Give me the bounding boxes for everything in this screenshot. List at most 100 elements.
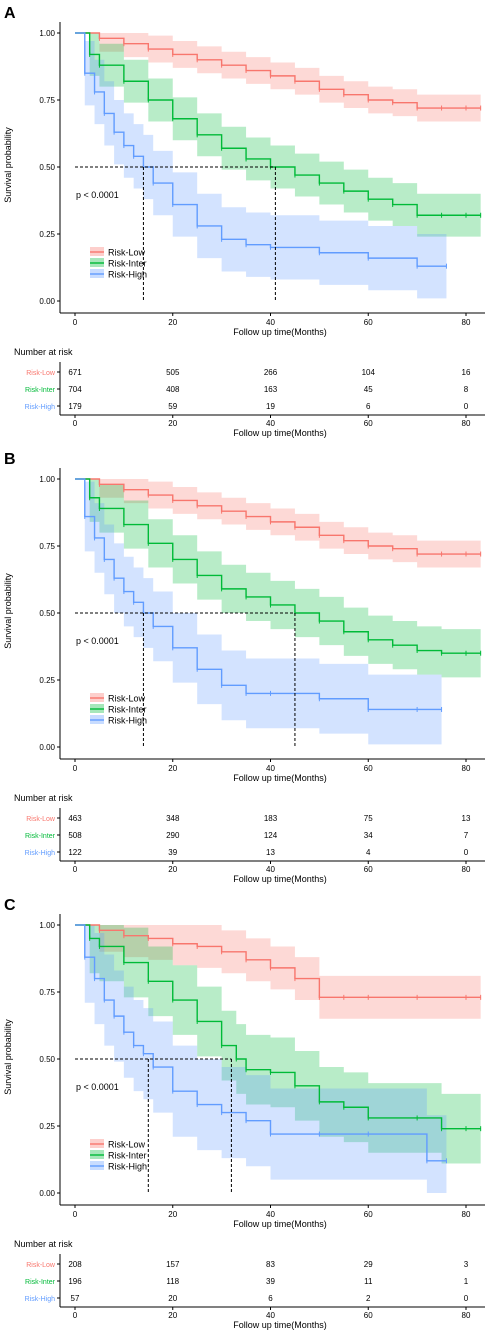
x-tick-label: 80 (462, 1210, 471, 1219)
risk-table-x-tick-label: 80 (462, 1311, 471, 1320)
risk-table-cell: 3 (464, 1260, 469, 1269)
risk-table-cell: 29 (364, 1260, 373, 1269)
x-tick-label: 40 (266, 1210, 275, 1219)
risk-table-x-tick-label: 20 (168, 419, 177, 428)
risk-table-x-tick-label: 60 (364, 419, 373, 428)
x-tick-label: 60 (364, 764, 373, 773)
ci-band-risk-high (75, 33, 447, 299)
risk-table-row-label-risk-inter: Risk-Inter (25, 1279, 56, 1286)
risk-table-x-tick-label: 60 (364, 1311, 373, 1320)
risk-table-cell: 122 (68, 848, 82, 857)
risk-table-cell: 2 (366, 1294, 371, 1303)
p-value-label: p < 0.0001 (76, 1082, 119, 1092)
y-tick-label: 0.00 (39, 297, 55, 306)
risk-table-x-axis-title: Follow up time(Months) (233, 1320, 327, 1330)
x-tick-label: 60 (364, 318, 373, 327)
risk-table-cell: 118 (166, 1277, 179, 1286)
x-tick-label: 80 (462, 318, 471, 327)
risk-table-row-label-risk-inter: Risk-Inter (25, 387, 56, 394)
risk-table-row-label-risk-high: Risk-High (25, 1296, 55, 1303)
ci-band-risk-low (75, 925, 481, 1019)
survival-line-risk-high (75, 478, 442, 711)
risk-table-cell: 124 (264, 831, 278, 840)
legend-label-risk-low: Risk-Low (108, 1140, 146, 1150)
legend-label-risk-inter: Risk-Inter (108, 705, 147, 715)
risk-table-cell: 8 (464, 385, 469, 394)
risk-table-x-tick-label: 0 (73, 865, 78, 874)
legend-label-risk-inter: Risk-Inter (108, 259, 147, 269)
ci-band-risk-high (75, 925, 447, 1193)
risk-table-cell: 39 (266, 1277, 275, 1286)
risk-table-x-tick-label: 80 (462, 865, 471, 874)
y-tick-label: 0.00 (39, 743, 55, 752)
ci-band-risk-high (75, 479, 442, 745)
y-tick-label: 0.75 (39, 96, 55, 105)
risk-table-cell: 463 (68, 814, 82, 823)
x-tick-label: 0 (73, 1210, 78, 1219)
risk-table-cell: 13 (266, 848, 275, 857)
risk-table-cell: 348 (166, 814, 180, 823)
survival-line-risk-high (75, 32, 447, 267)
x-tick-label: 40 (266, 318, 275, 327)
risk-table-row-label-risk-low: Risk-Low (26, 816, 56, 823)
risk-table-cell: 408 (166, 385, 180, 394)
ci-band-risk-inter (75, 33, 481, 237)
risk-table-cell: 1 (464, 1277, 469, 1286)
x-axis-title: Follow up time(Months) (233, 773, 327, 783)
y-tick-label: 0.50 (39, 1055, 55, 1064)
panel-label: A (4, 5, 16, 22)
risk-table-cell: 13 (462, 814, 471, 823)
risk-table-cell: 20 (168, 1294, 177, 1303)
risk-table-cell: 208 (68, 1260, 82, 1269)
risk-table-cell: 266 (264, 368, 278, 377)
risk-table-cell: 45 (364, 385, 373, 394)
risk-table-cell: 290 (166, 831, 180, 840)
legend-label-risk-high: Risk-High (108, 1162, 147, 1172)
y-tick-label: 0.50 (39, 163, 55, 172)
panel-label: B (4, 451, 16, 468)
x-axis-title: Follow up time(Months) (233, 1219, 327, 1229)
risk-table-x-tick-label: 40 (266, 1311, 275, 1320)
risk-table-row-label-risk-high: Risk-High (25, 850, 55, 857)
risk-table-cell: 34 (364, 831, 373, 840)
risk-table-row-label-risk-low: Risk-Low (26, 370, 56, 377)
y-tick-label: 0.00 (39, 1189, 55, 1198)
risk-table-cell: 39 (168, 848, 177, 857)
risk-table-row-label-risk-high: Risk-High (25, 404, 55, 411)
risk-table-x-tick-label: 20 (168, 865, 177, 874)
risk-table-x-tick-label: 0 (73, 1311, 78, 1320)
risk-table-cell: 4 (366, 848, 371, 857)
risk-table-title: Number at risk (14, 347, 73, 357)
risk-table-x-axis-title: Follow up time(Months) (233, 874, 327, 884)
risk-table-cell: 704 (68, 385, 82, 394)
risk-table-cell: 104 (362, 368, 376, 377)
ci-band-risk-inter (75, 925, 481, 1164)
legend-label-risk-high: Risk-High (108, 716, 147, 726)
risk-table-x-axis-title: Follow up time(Months) (233, 428, 327, 438)
risk-table-cell: 19 (266, 402, 275, 411)
x-tick-label: 20 (168, 318, 177, 327)
risk-table-cell: 11 (364, 1277, 373, 1286)
survival-line-risk-inter (75, 924, 481, 1130)
risk-table-cell: 59 (168, 402, 177, 411)
risk-table-cell: 671 (68, 368, 82, 377)
y-axis-title: Survival probability (3, 1019, 13, 1095)
x-tick-label: 20 (168, 764, 177, 773)
y-tick-label: 0.25 (39, 1122, 55, 1131)
risk-table-row-label-risk-low: Risk-Low (26, 1262, 56, 1269)
risk-table-x-tick-label: 20 (168, 1311, 177, 1320)
risk-table-x-tick-label: 60 (364, 865, 373, 874)
x-tick-label: 0 (73, 318, 78, 327)
x-axis-title: Follow up time(Months) (233, 327, 327, 337)
risk-table-cell: 7 (464, 831, 469, 840)
y-tick-label: 1.00 (39, 29, 55, 38)
p-value-label: p < 0.0001 (76, 636, 119, 646)
x-tick-label: 0 (73, 764, 78, 773)
risk-table-cell: 6 (268, 1294, 273, 1303)
risk-table-cell: 83 (266, 1260, 275, 1269)
risk-table-row-label-risk-inter: Risk-Inter (25, 833, 56, 840)
y-tick-label: 1.00 (39, 475, 55, 484)
x-tick-label: 20 (168, 1210, 177, 1219)
